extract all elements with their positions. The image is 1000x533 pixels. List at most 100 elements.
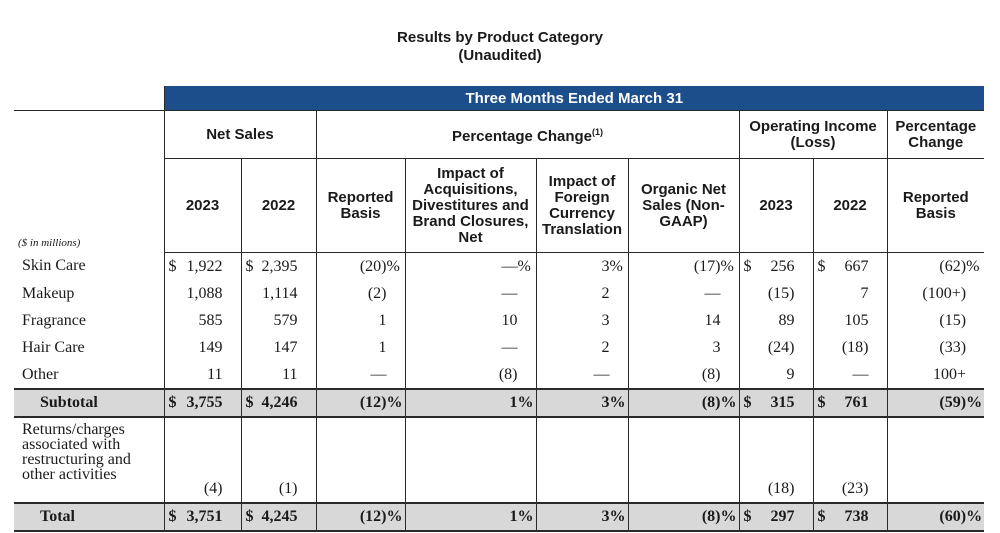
net-sales-2023-value: 585 [198,311,223,329]
reported-basis-value: (20) [359,257,387,275]
op-income-change-pct-sign: % [966,257,980,275]
fx-impact-pct-sign: % [609,508,626,525]
acquisitions-impact [404,417,536,503]
acquisitions-impact: 1% [404,502,536,532]
net-sales-2022: 11 [240,361,316,389]
reported-basis-pct-sign: % [386,394,403,411]
col-acquisitions: Impact of Acquisitions, Divestitures and… [404,158,536,253]
op-income-2022-value: 667 [844,257,869,275]
total-row-label: Total [14,502,164,532]
table-row: Makeup 1,088 1,114 (2) — 2 — (15) 7 (100+) [14,280,985,307]
op-income-2023: $315 [738,388,813,418]
net-sales-2023-value: 1,922 [186,257,223,275]
reported-basis-value: — [370,365,387,383]
op-income-change-value: (33) [939,338,967,356]
op-income-2022-value: 738 [844,508,869,525]
net-sales-2023: 149 [163,334,241,361]
net-sales-2023-currency: $ [168,508,177,525]
fx-impact: — [535,361,628,389]
organic-net-sales-value: 3 [712,338,721,356]
reported-basis-value: 1 [378,311,387,329]
reported-basis: (12)% [315,388,405,418]
op-income-change: (33) [886,334,985,361]
op-income-2023: $297 [738,502,813,532]
fx-impact-pct-sign: % [609,394,626,411]
reported-basis: 1 [315,334,405,361]
op-income-2023-currency: $ [743,508,752,525]
net-sales-header: Net Sales [163,110,316,159]
reported-basis: (12)% [315,502,405,532]
op-income-2022: (23) [812,417,887,503]
op-income-change-value: (62) [939,257,967,275]
organic-net-sales: 14 [627,307,739,334]
op-income-2022-value: 761 [844,394,869,411]
acquisitions-impact-value: — [501,338,518,356]
table-row: Skin Care $1,922 $2,395 (20)% —% 3% (17)% $256 $… [14,252,985,280]
organic-net-sales: (8)% [627,388,739,418]
fx-impact: 2 [535,334,628,361]
op-income-2022-value: (18) [841,338,869,356]
reported-basis-pct-sign: % [386,257,400,275]
net-sales-2023-value: 1,088 [186,284,223,302]
footnote-marker: (1) [592,127,604,137]
op-income-change: (62)% [886,252,985,280]
op-income-header: Operating Income (Loss) [738,110,887,159]
op-income-2022-value: (23) [841,480,869,497]
fx-impact-value: 2 [601,284,610,302]
op-income-change-value: (59) [939,394,967,411]
table-row: Hair Care 149 147 1 — 2 3 (24) (18) (33) [14,334,985,361]
op-income-change: 100+ [886,361,985,389]
organic-net-sales-pct-sign: % [720,257,734,275]
op-income-2022-currency: $ [817,394,826,411]
op-income-2022: (18) [812,334,887,361]
acquisitions-impact-value: 10 [501,311,518,329]
corner-blank [14,86,164,111]
organic-net-sales [627,417,739,503]
net-sales-2023: 11 [163,361,241,389]
op-income-2022: $738 [812,502,887,532]
fx-impact: 3% [535,388,628,418]
net-sales-2023-value: 3,755 [186,394,223,411]
fx-impact-value: 3 [601,394,610,411]
fx-impact: 3% [535,252,628,280]
reported-basis: (20)% [315,252,405,280]
period-header: Three Months Ended March 31 [163,86,985,111]
organic-net-sales: (17)% [627,252,739,280]
fx-impact-value: 2 [601,338,610,356]
net-sales-2023-value: 11 [207,365,223,383]
net-sales-2022-value: 1,114 [262,284,298,302]
fx-impact [535,417,628,503]
op-income-2022-currency: $ [817,508,826,525]
units-label: ($ in millions) [18,236,81,249]
organic-net-sales-value: — [704,284,721,302]
net-sales-2022-value: 2,395 [261,257,298,275]
organic-net-sales: — [627,280,739,307]
col-op-2023: 2023 [738,158,813,253]
fx-impact-pct-sign: % [609,257,623,275]
net-sales-2022-value: (1) [278,480,298,497]
corner-blank-2 [14,111,164,159]
acquisitions-impact: (8) [404,361,536,389]
op-income-2022-value: 105 [844,311,869,329]
op-income-2023: 9 [738,361,813,389]
net-sales-2022: (1) [240,417,316,503]
reported-basis-value: 1 [378,338,387,356]
acquisitions-impact-value: (8) [498,365,518,383]
organic-net-sales-value: 14 [704,311,721,329]
net-sales-2023-currency: $ [168,394,177,411]
op-income-change: (15) [886,307,985,334]
net-sales-2022: $2,395 [240,252,316,280]
acquisitions-impact-value: 1 [509,508,518,525]
report-title-block: Results by Product Category (Unaudited) [300,29,700,65]
op-income-2023-value: (15) [767,284,795,302]
organic-net-sales-value: (17) [693,257,721,275]
op-income-2022: 7 [812,280,887,307]
op-income-2022: 105 [812,307,887,334]
organic-net-sales: (8) [627,361,739,389]
acquisitions-impact-pct-sign: % [517,257,531,275]
col-fx: Impact of Foreign Currency Translation [535,158,628,253]
net-sales-2023: 1,088 [163,280,241,307]
acquisitions-impact-pct-sign: % [517,394,534,411]
reported-basis: (2) [315,280,405,307]
net-sales-2022: 579 [240,307,316,334]
